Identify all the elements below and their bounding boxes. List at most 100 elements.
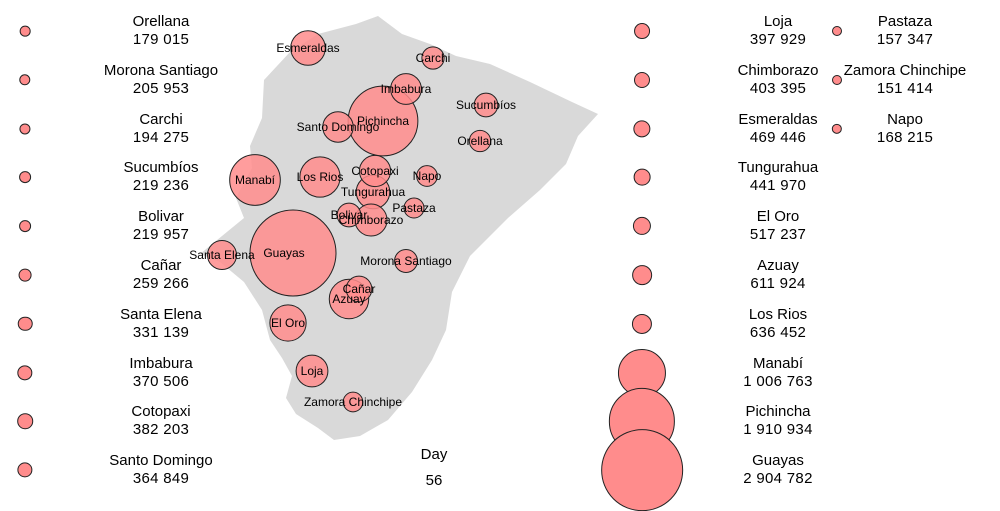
legend-name: Azuay xyxy=(757,257,799,274)
legend-dot xyxy=(634,23,650,39)
legend-value: 382 203 xyxy=(132,421,190,439)
bubble-imbabura xyxy=(390,73,422,105)
bubble-el-oro xyxy=(269,304,307,342)
legend-item-pichincha: Pichincha 1 910 934 xyxy=(608,388,842,455)
bubble-canar xyxy=(345,275,373,303)
legend-value: 205 953 xyxy=(132,79,190,97)
legend-name: Loja xyxy=(763,13,793,30)
legend-name: Orellana xyxy=(132,13,190,30)
legend-item-pastaza: Pastaza 157 347 xyxy=(832,9,1000,53)
map-label-cotopaxi: Cotopaxi xyxy=(351,164,398,178)
legend-value: 441 970 xyxy=(749,177,807,195)
legend-dot xyxy=(17,413,33,430)
legend-name: Imbabura xyxy=(129,354,193,372)
bubble-bolivar xyxy=(336,202,362,228)
legend-name: Los Rios xyxy=(748,305,808,323)
legend-item-sucumbios: Sucumbíos 219 236 xyxy=(19,155,225,199)
map-label-napo: Napo xyxy=(413,169,442,183)
legend-name: Bolivar xyxy=(138,208,184,226)
legend-value: 179 015 xyxy=(132,31,190,48)
legend-item-azuay: Azuay 611 924 xyxy=(632,253,842,297)
map-label-pichincha: Pichincha xyxy=(357,114,409,128)
legend-dot xyxy=(633,169,651,186)
legend-dot xyxy=(19,74,31,86)
legend-item-bolivar: Bolivar 219 957 xyxy=(19,204,225,248)
legend-dot xyxy=(832,74,842,85)
legend-dot xyxy=(19,123,31,135)
map-label-imbabura: Imbabura xyxy=(381,82,432,96)
bubble-morona-santiago xyxy=(394,249,418,273)
map-label-carchi: Carchi xyxy=(416,51,451,65)
legend-value: 1 910 934 xyxy=(743,421,813,439)
legend-item-napo: Napo 168 215 xyxy=(831,107,1000,151)
map-label-loja: Loja xyxy=(301,364,324,378)
legend-item-morona-santiago: Morona Santiago 205 953 xyxy=(19,58,225,102)
bubble-manabi xyxy=(229,154,281,206)
legend-value: 151 414 xyxy=(876,79,934,97)
bubble-santo-domingo xyxy=(322,111,354,143)
legend-name: Santo Domingo xyxy=(109,452,213,470)
legend-value: 364 849 xyxy=(132,470,190,488)
legend-item-santo-domingo: Santo Domingo 364 849 xyxy=(17,448,225,492)
map-label-orellana: Orellana xyxy=(457,134,503,148)
legend-item-esmeraldas: Esmeraldas 469 446 xyxy=(633,107,842,151)
legend-name: Pichincha xyxy=(745,403,811,421)
legend-item-canar: Cañar 259 266 xyxy=(18,253,225,297)
legend-name: Chimborazo xyxy=(737,61,819,79)
legend-value: 403 395 xyxy=(749,79,807,97)
map-label-canar: Cañar xyxy=(343,282,376,296)
legend-dot xyxy=(18,268,32,282)
bubble-santa-elena xyxy=(206,239,238,271)
legend-item-imbabura: Imbabura 370 506 xyxy=(17,351,225,395)
legend-value: 219 236 xyxy=(132,177,190,195)
map-label-los-rios: Los Rios xyxy=(297,170,344,184)
legend-item-tungurahua: Tungurahua 441 970 xyxy=(633,155,842,199)
legend-item-orellana: Orellana 179 015 xyxy=(19,9,225,53)
province-labels: Esmeraldas Carchi Imbabura Sucumbíos Santo D… xyxy=(189,41,516,409)
legend-item-zamora-chinchipe: Zamora Chinchipe 151 414 xyxy=(832,58,1000,102)
legend-dot xyxy=(601,429,683,511)
legend-value: 157 347 xyxy=(876,31,934,48)
bubble-loja xyxy=(295,354,329,388)
legend-dot xyxy=(17,364,33,381)
bubble-zamora-chinchipe xyxy=(342,391,364,413)
legend-name: Esmeraldas xyxy=(738,110,818,128)
legend-name: Guayas xyxy=(752,452,804,470)
legend-dot xyxy=(831,123,843,134)
province-bubbles xyxy=(206,30,499,413)
day-value: 56 xyxy=(425,472,443,489)
legend-name: Napo xyxy=(887,110,923,128)
bubble-guayas xyxy=(249,209,337,297)
map-label-azuay: Azuay xyxy=(332,292,365,306)
map-label-santa-elena: Santa Elena xyxy=(189,248,255,262)
map-label-tungurahua: Tungurahua xyxy=(341,185,406,199)
legend-item-chimborazo: Chimborazo 403 395 xyxy=(633,58,842,102)
bubble-napo xyxy=(416,165,438,187)
legend-name: Cotopaxi xyxy=(131,403,191,421)
bubble-pastaza xyxy=(403,197,425,219)
legend-item-santa-elena: Santa Elena 331 139 xyxy=(17,302,225,346)
legend-item-carchi: Carchi 194 275 xyxy=(19,107,225,151)
legend-dot xyxy=(832,26,842,36)
legend-value: 2 904 782 xyxy=(743,470,813,488)
map-label-zamora-chinchipe: Zamora Chinchipe xyxy=(304,395,402,409)
legend-dot xyxy=(631,313,653,334)
legend-dot xyxy=(19,25,31,37)
legend-value: 636 452 xyxy=(749,323,807,341)
legend-value: 331 139 xyxy=(132,323,190,341)
bubble-los-rios xyxy=(299,156,341,198)
legend-value: 469 446 xyxy=(749,128,807,146)
legend-name: Tungurahua xyxy=(737,159,819,177)
map-label-chimborazo: Chimborazo xyxy=(339,213,404,227)
bubble-cotopaxi xyxy=(358,154,392,188)
map-label-esmeraldas: Esmeraldas xyxy=(276,41,339,55)
bubble-sucumbios xyxy=(473,92,499,118)
legend-dot xyxy=(633,119,651,138)
legend-item-manabi: Manabí 1 006 763 xyxy=(617,348,842,397)
legend-name: Zamora Chinchipe xyxy=(843,61,967,79)
legend-item-los-rios: Los Rios 636 452 xyxy=(631,302,842,346)
legend-value: 611 924 xyxy=(750,275,806,292)
legend-dot xyxy=(17,462,33,478)
legend-item-loja: Loja 397 929 xyxy=(634,9,842,53)
legend-dot xyxy=(17,316,33,332)
